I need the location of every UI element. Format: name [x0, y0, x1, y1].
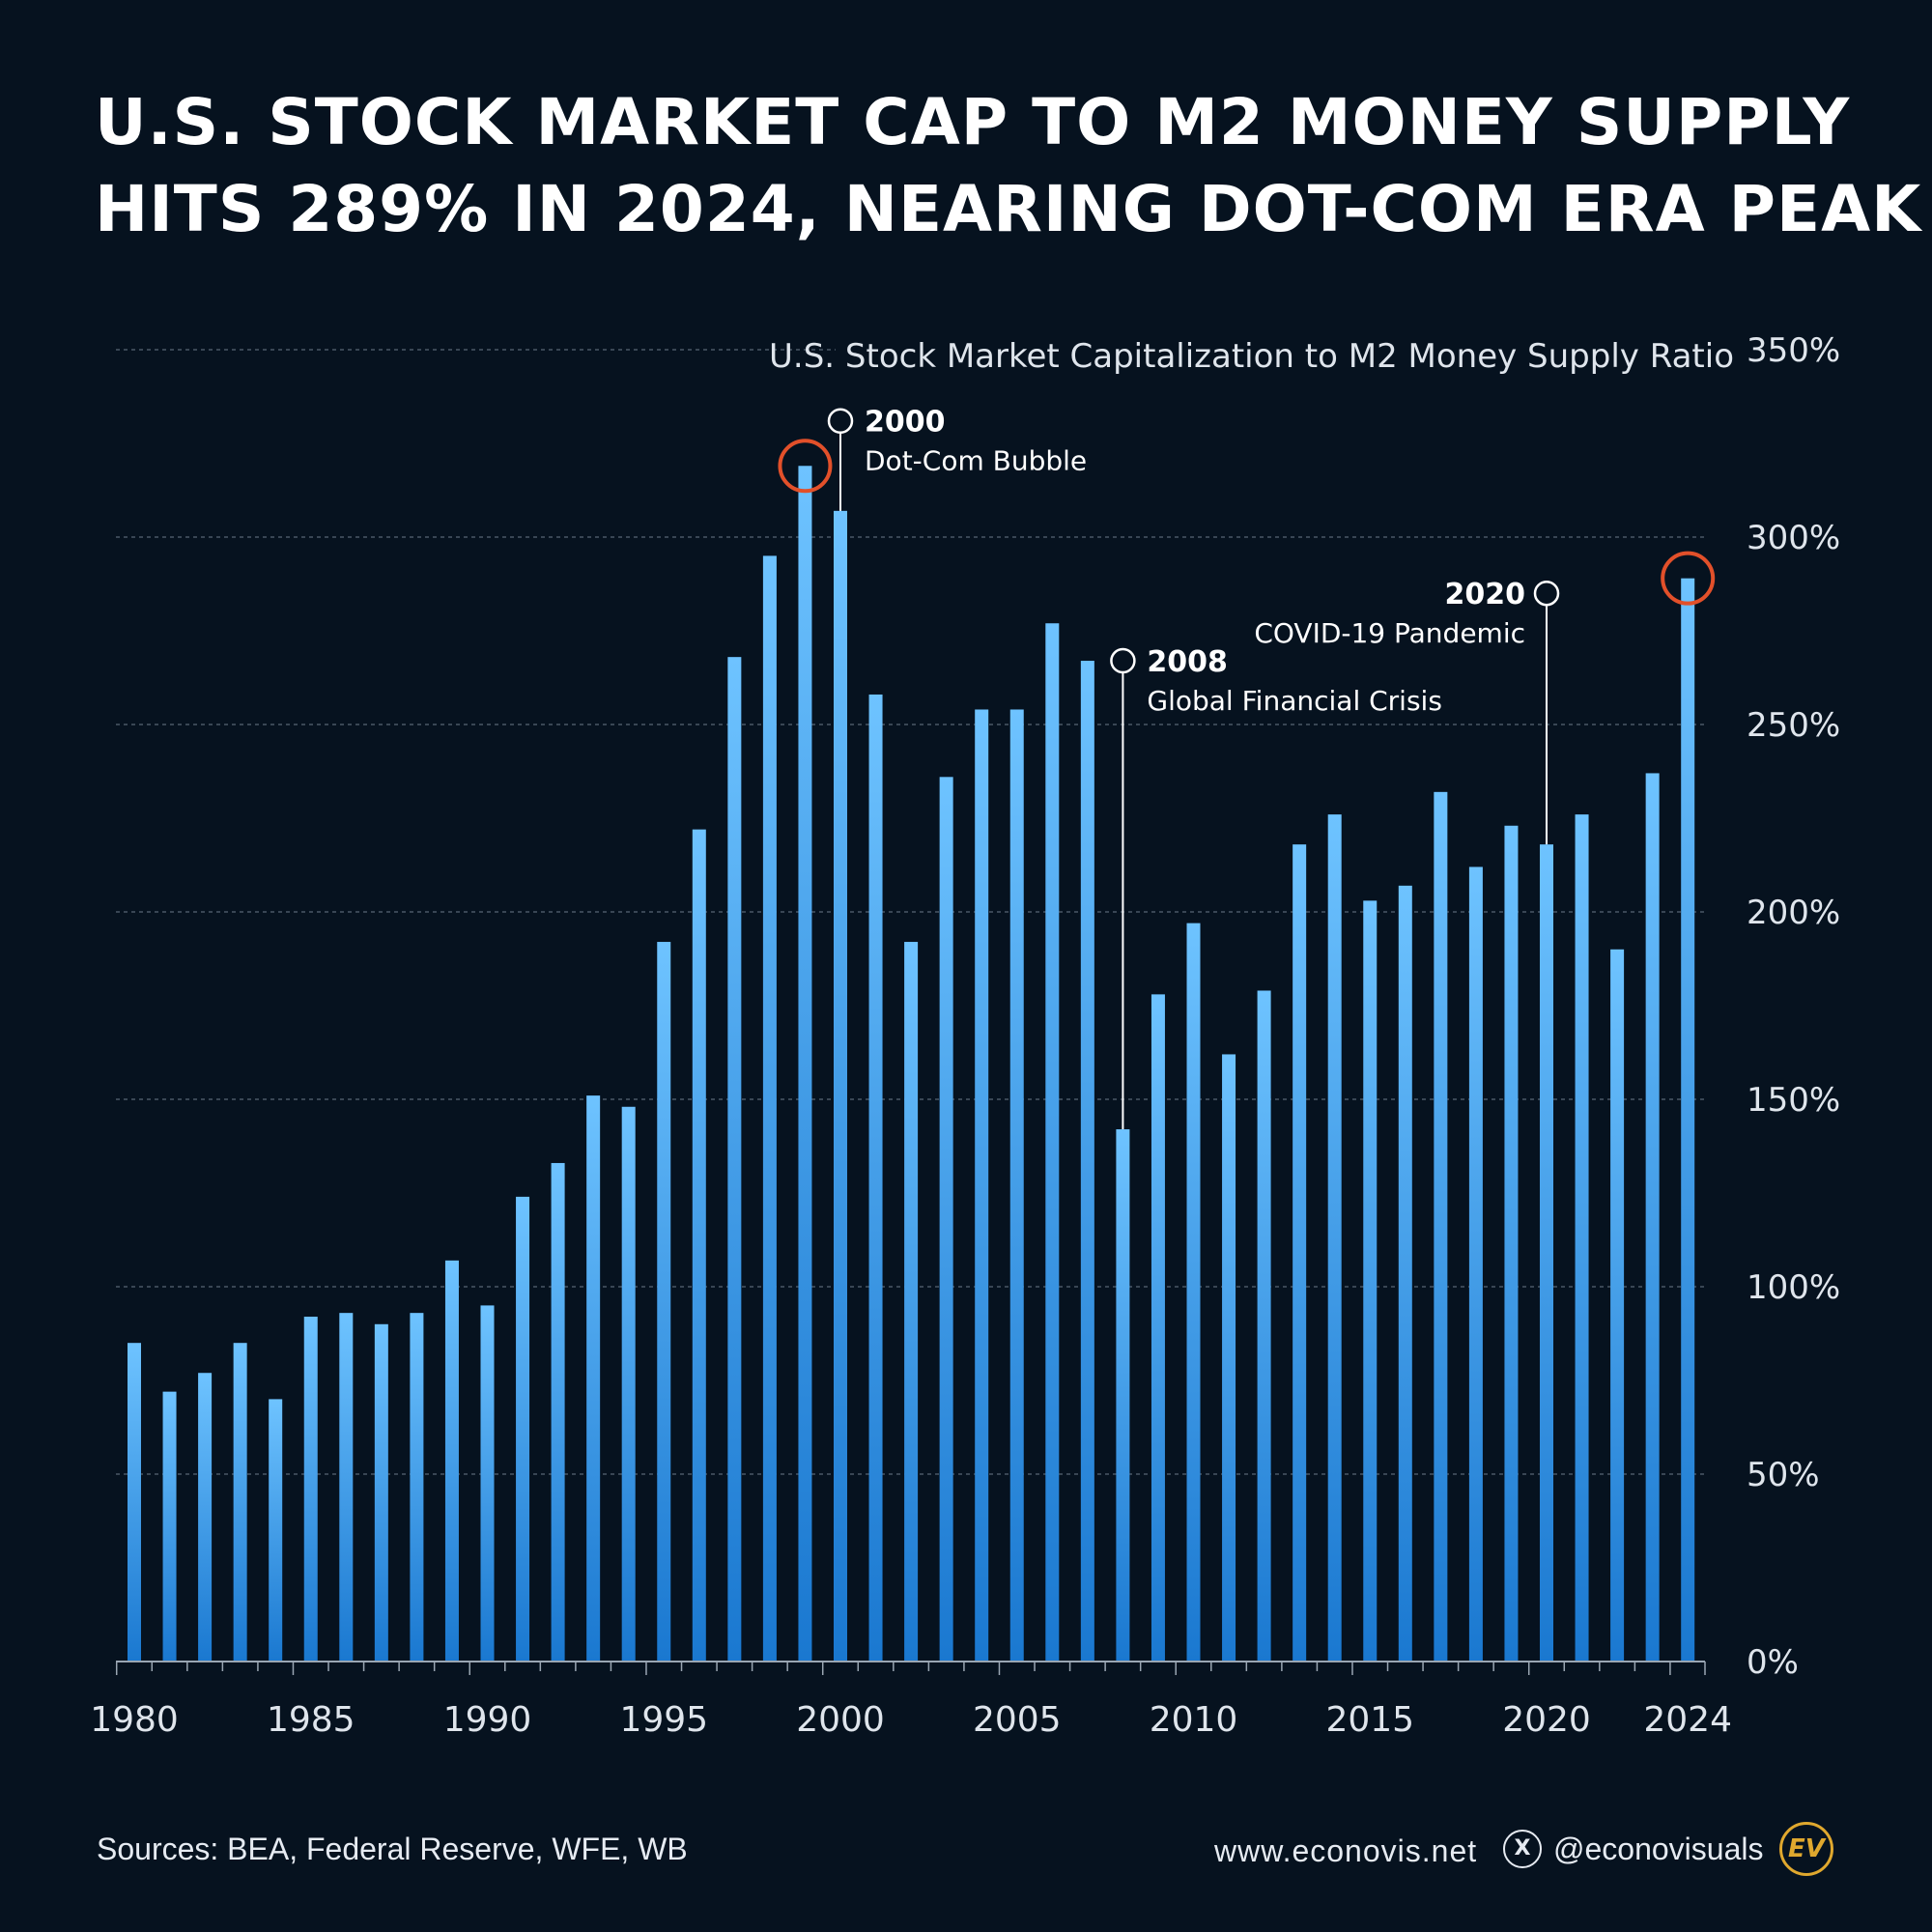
- x-tick-label: 1985: [267, 1700, 355, 1740]
- bar-2021: [1575, 814, 1589, 1662]
- bar-1991: [516, 1196, 530, 1662]
- bar-2020: [1540, 844, 1553, 1662]
- bar-1992: [551, 1162, 565, 1662]
- y-tick-label: 300%: [1747, 519, 1840, 557]
- x-logo-icon: X: [1503, 1830, 1542, 1868]
- bar-2024: [1681, 578, 1695, 1662]
- y-tick-label: 0%: [1747, 1643, 1799, 1682]
- bar-2018: [1468, 867, 1483, 1662]
- x-tick-label: 1980: [90, 1700, 179, 1740]
- page-title: U.S. STOCK MARKET CAP TO M2 MONEY SUPPLY…: [95, 79, 1922, 253]
- bar-2010: [1186, 923, 1201, 1662]
- annotation-marker: [827, 408, 854, 434]
- x-tick-label: 2024: [1643, 1700, 1732, 1740]
- bar-2005: [1009, 709, 1024, 1662]
- bar-1993: [586, 1095, 601, 1662]
- sources-text: Sources: BEA, Federal Reserve, WFE, WB: [97, 1832, 688, 1866]
- highlight-circle-1999: [778, 439, 833, 494]
- bar-2009: [1151, 994, 1165, 1662]
- bar-1994: [621, 1106, 636, 1662]
- chart-title: U.S. Stock Market Capitalization to M2 M…: [769, 337, 1734, 376]
- website-link[interactable]: www.econovis.net: [1214, 1833, 1478, 1868]
- bar-2011: [1222, 1054, 1236, 1662]
- annotation-year: 2020: [1445, 578, 1526, 611]
- bar-2008: [1116, 1129, 1130, 1662]
- y-tick-label: 250%: [1747, 706, 1840, 745]
- y-tick-label: 50%: [1747, 1456, 1820, 1494]
- bar-2012: [1257, 990, 1271, 1662]
- bar-1983: [233, 1343, 247, 1662]
- bar-2019: [1504, 825, 1519, 1662]
- x-tick-label: 2005: [973, 1700, 1062, 1740]
- econovis-logo: EV: [1779, 1822, 1833, 1876]
- bar-2022: [1610, 949, 1625, 1662]
- annotation-marker: [1533, 580, 1560, 607]
- bar-1997: [727, 657, 742, 1662]
- bar-2015: [1363, 900, 1378, 1662]
- annotation-label: Dot-Com Bubble: [865, 445, 1087, 477]
- bar-2014: [1327, 814, 1342, 1662]
- annotation-year: 2008: [1147, 645, 1228, 679]
- x-tick-label: 2020: [1502, 1700, 1591, 1740]
- x-tick-label: 1995: [619, 1700, 708, 1740]
- x-tick-label: 2015: [1325, 1700, 1414, 1740]
- bar-1989: [444, 1260, 459, 1662]
- annotation-label: Global Financial Crisis: [1147, 685, 1442, 717]
- social-handle[interactable]: @econovisuals: [1553, 1832, 1764, 1866]
- highlight-circle-2024: [1661, 551, 1716, 606]
- bar-2013: [1293, 844, 1307, 1662]
- bar-2002: [904, 942, 919, 1662]
- y-tick-label: 200%: [1747, 894, 1840, 932]
- title-line-2: HITS 289% IN 2024, NEARING DOT-COM ERA P…: [95, 172, 1922, 246]
- bar-2004: [975, 709, 989, 1662]
- x-tick-label: 2010: [1150, 1700, 1238, 1740]
- bar-2007: [1080, 661, 1094, 1662]
- bar-2000: [834, 510, 847, 1662]
- bar-1982: [198, 1373, 213, 1662]
- bar-1995: [657, 942, 671, 1662]
- bar-1986: [339, 1313, 354, 1662]
- bar-1980: [128, 1343, 141, 1662]
- bar-1984: [269, 1399, 283, 1662]
- annotation-marker: [1110, 647, 1136, 674]
- bar-1981: [162, 1391, 177, 1662]
- bar-2006: [1045, 623, 1060, 1662]
- bar-2016: [1398, 885, 1412, 1662]
- y-tick-label: 350%: [1747, 331, 1840, 370]
- x-tick-label: 1990: [443, 1700, 532, 1740]
- bar-1999: [798, 466, 812, 1662]
- bar-1996: [692, 829, 706, 1662]
- annotation-year: 2000: [865, 406, 946, 440]
- x-tick-label: 2000: [796, 1700, 885, 1740]
- bar-1987: [374, 1323, 388, 1662]
- bar-2023: [1645, 773, 1660, 1662]
- bar-2001: [868, 694, 883, 1662]
- bar-1990: [480, 1305, 495, 1662]
- bar-1998: [762, 555, 777, 1662]
- bar-2017: [1434, 791, 1448, 1662]
- y-tick-label: 150%: [1747, 1081, 1840, 1120]
- bar-2003: [939, 777, 953, 1662]
- y-tick-label: 100%: [1747, 1268, 1840, 1307]
- title-line-1: U.S. STOCK MARKET CAP TO M2 MONEY SUPPLY: [95, 85, 1851, 159]
- annotation-label: COVID-19 Pandemic: [1254, 617, 1525, 649]
- bar-1985: [303, 1317, 318, 1662]
- bar-1988: [410, 1313, 424, 1662]
